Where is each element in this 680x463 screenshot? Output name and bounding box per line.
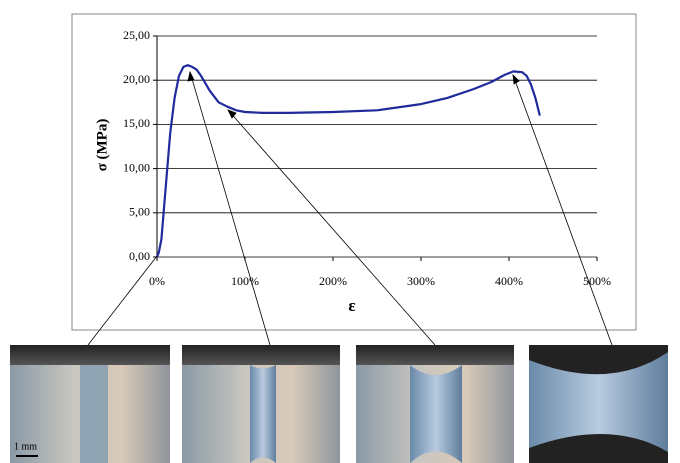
photo-4 <box>529 345 668 463</box>
x-tick-label: 0% <box>149 274 165 288</box>
y-tick-label: 0,00 <box>129 249 150 263</box>
photo-1 <box>10 345 170 463</box>
x-tick-label: 100% <box>231 274 259 288</box>
data-line <box>155 64 541 258</box>
y-axis-label: σ (MPa) <box>94 119 110 172</box>
y-tick-label: 10,00 <box>123 160 150 174</box>
x-tick-label: 500% <box>583 274 611 288</box>
x-tick-label: 300% <box>407 274 435 288</box>
y-tick-label: 15,00 <box>123 116 150 130</box>
x-tick-label: 200% <box>319 274 347 288</box>
y-tick-label: 20,00 <box>123 72 150 86</box>
plot-area: 0,00 5,00 10,00 15,00 20,00 25,00 0% 100% 200% 30… <box>123 28 611 288</box>
scale-label: 1 mm <box>14 441 37 452</box>
photo-3 <box>356 345 514 463</box>
y-tick-label: 5,00 <box>129 205 150 219</box>
photo-2 <box>182 345 340 463</box>
x-axis-label: ε <box>348 296 355 315</box>
y-tick-label: 25,00 <box>123 28 150 42</box>
x-tick-label: 400% <box>495 274 523 288</box>
pointers <box>87 70 613 346</box>
